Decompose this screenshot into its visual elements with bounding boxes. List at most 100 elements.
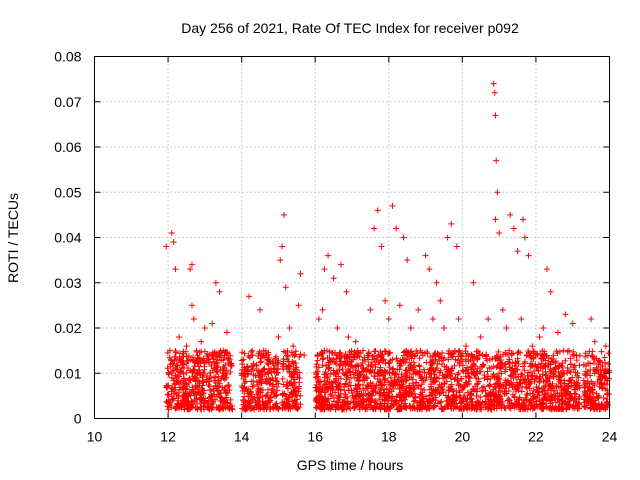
data-point bbox=[448, 367, 455, 374]
data-point bbox=[165, 371, 172, 378]
data-point bbox=[584, 387, 591, 394]
data-point bbox=[587, 366, 594, 373]
data-point bbox=[439, 349, 446, 356]
data-point bbox=[364, 375, 371, 382]
data-point bbox=[601, 354, 608, 361]
data-point bbox=[360, 382, 367, 389]
data-point bbox=[440, 375, 447, 382]
data-point bbox=[470, 368, 477, 375]
data-point bbox=[353, 362, 360, 369]
data-point bbox=[444, 394, 451, 401]
data-point bbox=[593, 364, 600, 371]
data-point bbox=[503, 381, 510, 388]
data-point bbox=[407, 349, 414, 356]
data-point bbox=[490, 80, 497, 87]
data-point bbox=[553, 406, 560, 413]
data-point bbox=[521, 367, 528, 374]
data-point bbox=[393, 225, 400, 232]
data-point bbox=[179, 385, 186, 392]
data-point bbox=[523, 392, 530, 399]
data-point bbox=[555, 329, 561, 336]
data-point bbox=[193, 392, 200, 399]
data-point bbox=[275, 380, 282, 387]
data-point bbox=[343, 406, 350, 413]
data-point bbox=[192, 397, 199, 404]
data-point bbox=[176, 373, 183, 380]
data-point bbox=[523, 384, 530, 391]
data-point bbox=[466, 375, 473, 382]
data-point bbox=[457, 394, 464, 401]
data-point bbox=[284, 378, 291, 385]
data-point bbox=[516, 401, 523, 408]
data-point bbox=[337, 390, 344, 397]
data-point bbox=[460, 384, 467, 391]
data-point bbox=[279, 243, 286, 250]
data-point bbox=[426, 392, 433, 399]
data-point bbox=[288, 370, 295, 377]
data-point bbox=[454, 377, 461, 384]
data-point bbox=[407, 405, 414, 412]
data-point bbox=[301, 352, 308, 359]
data-point bbox=[429, 359, 436, 366]
data-point bbox=[206, 351, 213, 358]
data-point bbox=[223, 374, 230, 381]
data-point bbox=[470, 357, 477, 364]
data-point bbox=[315, 364, 322, 371]
data-point bbox=[562, 357, 569, 364]
data-point bbox=[564, 364, 571, 371]
data-point bbox=[355, 381, 362, 388]
data-point bbox=[376, 373, 383, 380]
data-point bbox=[573, 352, 580, 359]
data-point bbox=[569, 320, 576, 327]
data-point bbox=[223, 400, 230, 407]
data-point bbox=[559, 372, 566, 379]
data-point bbox=[539, 348, 546, 355]
data-point bbox=[431, 392, 438, 399]
data-point bbox=[245, 370, 252, 377]
data-point bbox=[327, 358, 334, 365]
data-point bbox=[402, 367, 409, 374]
data-point bbox=[598, 384, 605, 391]
data-point bbox=[378, 369, 385, 376]
data-point bbox=[564, 398, 571, 405]
data-point bbox=[487, 389, 494, 396]
data-point bbox=[314, 353, 321, 360]
data-point bbox=[378, 368, 385, 375]
data-point bbox=[384, 403, 391, 410]
data-point bbox=[224, 390, 231, 397]
data-point bbox=[557, 379, 564, 386]
data-point bbox=[367, 306, 374, 313]
data-point bbox=[485, 373, 492, 380]
data-point bbox=[423, 405, 430, 412]
data-point bbox=[448, 220, 455, 227]
data-point bbox=[259, 387, 266, 394]
data-point bbox=[208, 393, 215, 400]
data-point bbox=[266, 399, 273, 406]
data-point bbox=[598, 369, 605, 376]
data-point bbox=[421, 369, 428, 376]
data-point bbox=[259, 373, 266, 380]
data-point bbox=[423, 359, 430, 366]
data-point bbox=[589, 353, 596, 360]
data-point bbox=[286, 403, 293, 410]
data-point bbox=[599, 362, 606, 369]
data-point bbox=[189, 386, 196, 393]
data-point bbox=[519, 371, 526, 378]
data-point bbox=[345, 334, 352, 341]
data-point bbox=[363, 374, 370, 381]
data-point bbox=[547, 394, 554, 401]
data-point bbox=[430, 396, 437, 403]
data-point bbox=[541, 391, 548, 398]
data-point bbox=[464, 389, 471, 396]
data-point bbox=[350, 405, 357, 412]
data-point bbox=[198, 348, 205, 355]
data-point bbox=[587, 405, 594, 412]
data-point bbox=[205, 356, 212, 363]
data-point bbox=[460, 395, 467, 402]
data-point bbox=[321, 266, 328, 273]
data-point bbox=[438, 361, 445, 368]
data-point bbox=[525, 252, 532, 259]
data-point bbox=[594, 405, 601, 412]
data-point bbox=[424, 398, 431, 405]
data-point bbox=[459, 383, 466, 390]
